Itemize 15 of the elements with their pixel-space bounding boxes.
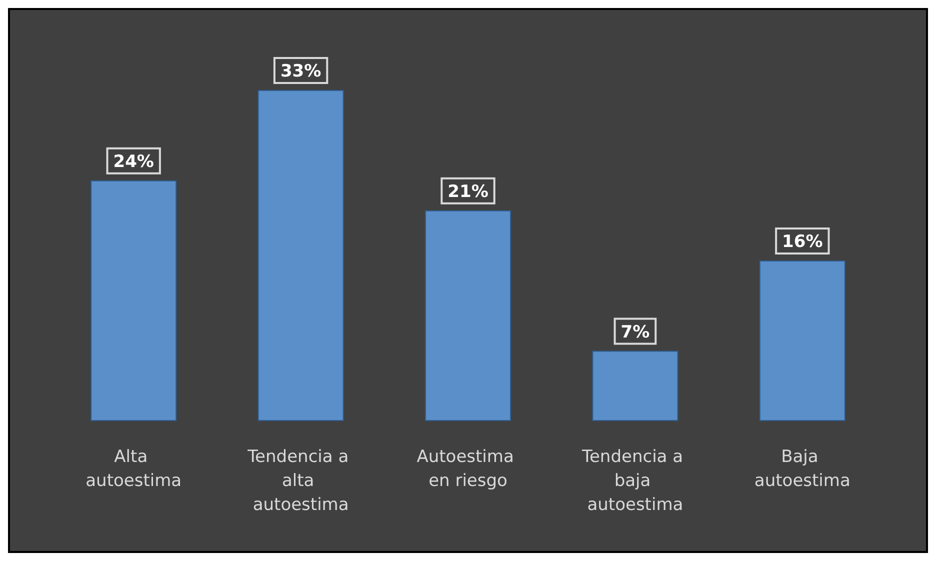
data-label: 33% xyxy=(280,62,322,82)
x-tick-label: Autoestima en riesgo xyxy=(416,447,520,491)
bar xyxy=(425,210,511,421)
data-label: 21% xyxy=(448,182,488,202)
x-tick-label: Tendencia a baja autoestima xyxy=(580,447,688,515)
data-label: 7% xyxy=(620,322,650,342)
x-tick-label: Baja autoestima xyxy=(754,447,850,491)
data-label: 24% xyxy=(113,152,154,172)
data-label: 16% xyxy=(782,232,823,252)
bar xyxy=(90,180,177,421)
x-tick-label: Tendencia a alta autoestima xyxy=(246,447,354,515)
bar xyxy=(258,90,344,421)
x-tick-label: Alta autoestima xyxy=(86,447,182,491)
bar xyxy=(759,260,846,421)
bar xyxy=(592,350,678,421)
